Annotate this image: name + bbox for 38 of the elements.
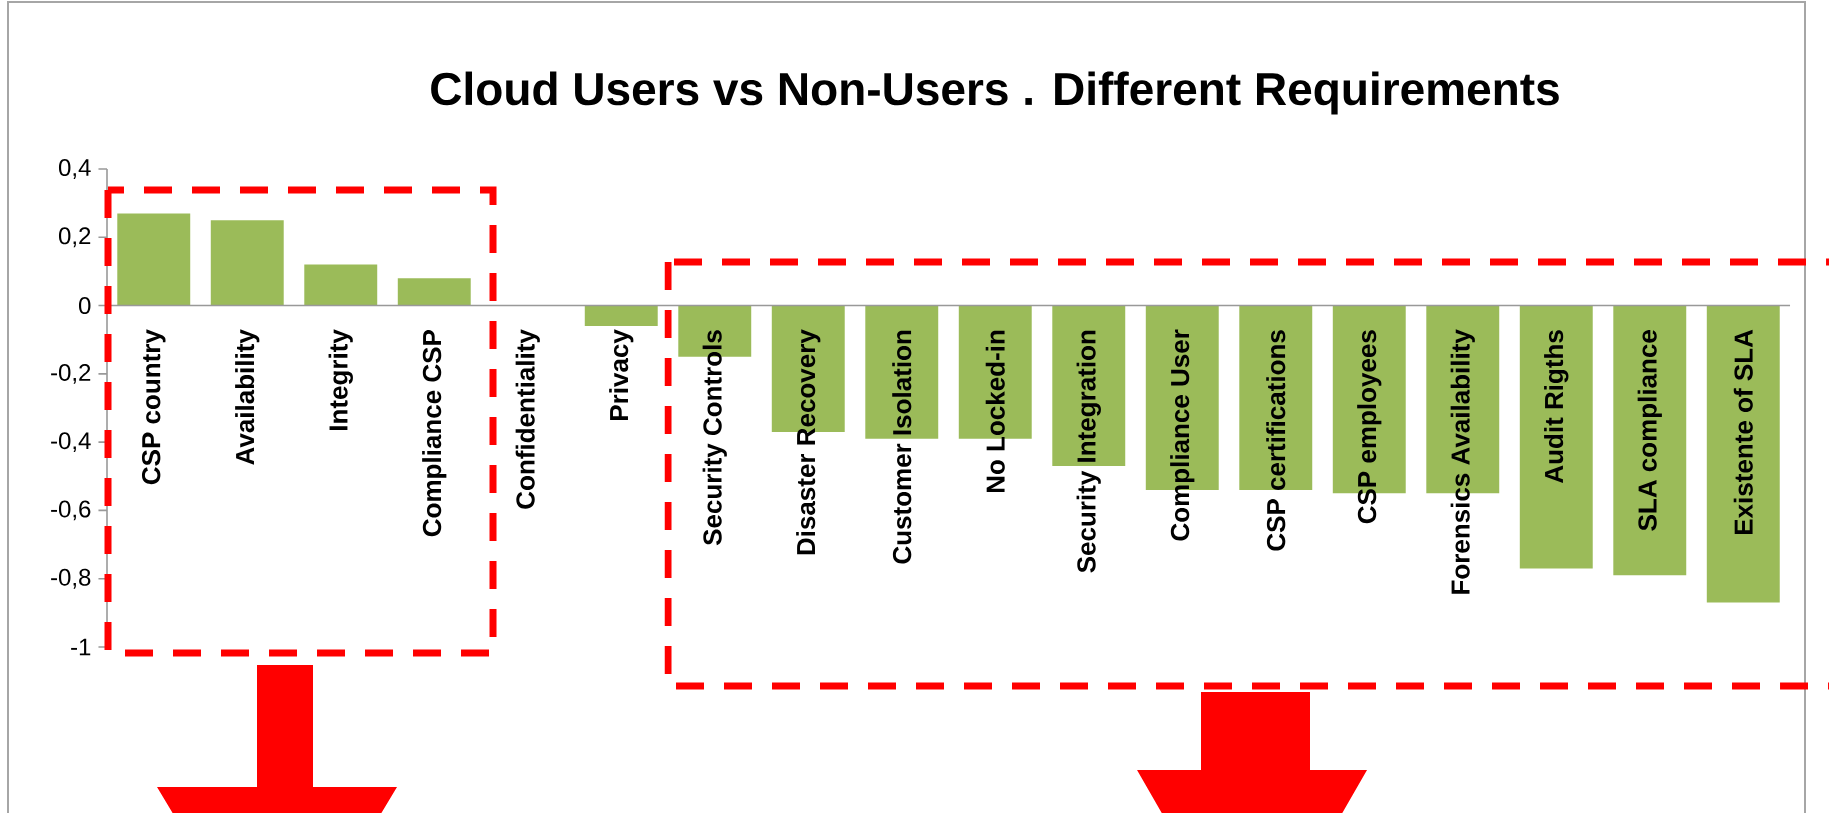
y-tick-label: -1 bbox=[71, 638, 91, 656]
x-tick-label: Security Controls bbox=[702, 330, 727, 546]
x-tick-label: Disaster Recovery bbox=[796, 329, 821, 555]
y-tick-label: -0,4 bbox=[51, 432, 91, 453]
x-tick-label: No Locked-in bbox=[985, 330, 1005, 493]
x-tick-label: Confidentiality bbox=[515, 329, 540, 509]
bar bbox=[1239, 305, 1313, 490]
y-tick-label: -0,8 bbox=[51, 568, 91, 589]
x-tick-label: Compliance User bbox=[1170, 329, 1195, 541]
bar bbox=[584, 305, 658, 327]
y-tick-label: -0,2 bbox=[51, 363, 91, 384]
x-tick-label: CSP employees bbox=[1357, 330, 1382, 524]
y-tick-label: 0 bbox=[78, 297, 91, 315]
y-tick-label: 0,4 bbox=[58, 159, 91, 179]
x-tick-label: CSP certifications bbox=[1266, 330, 1286, 551]
bar bbox=[1706, 305, 1780, 603]
x-tick-label: CSP country bbox=[141, 329, 166, 485]
bar bbox=[865, 305, 939, 439]
chart-title: Cloud Users vs Non-Users . Different Requirements bbox=[431, 71, 1559, 115]
x-tick-label: Security Integration bbox=[1076, 330, 1101, 573]
x-tick-label: SLA compliance bbox=[1637, 330, 1662, 531]
x-tick-label: Availability bbox=[235, 329, 260, 465]
bar bbox=[117, 213, 191, 306]
bar bbox=[1052, 305, 1126, 467]
bar bbox=[210, 220, 284, 306]
x-tick-label: Forensics Availability bbox=[1450, 329, 1475, 594]
y-tick-label: 0,2 bbox=[58, 227, 91, 248]
x-tick-label: Compliance CSP bbox=[422, 330, 447, 537]
x-tick-label: Existente of SLA bbox=[1733, 329, 1753, 535]
x-tick-label: Customer Isolation bbox=[892, 330, 912, 564]
bar bbox=[304, 264, 378, 306]
bar bbox=[1519, 305, 1593, 569]
x-tick-label: Audit Rigths bbox=[1544, 330, 1569, 484]
bar bbox=[397, 278, 471, 306]
x-tick-label: Integrity bbox=[328, 329, 353, 431]
x-tick-label: Privacy bbox=[609, 329, 634, 420]
y-tick-label: -0,6 bbox=[51, 500, 91, 521]
bar bbox=[1613, 305, 1687, 576]
